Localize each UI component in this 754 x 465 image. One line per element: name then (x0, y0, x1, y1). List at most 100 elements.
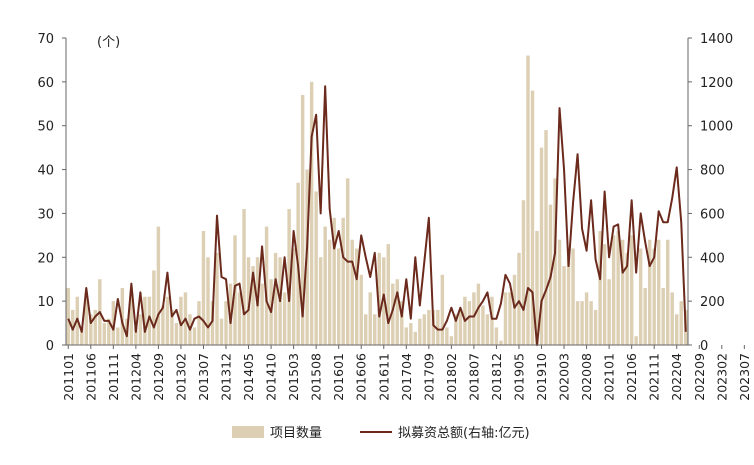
bar (652, 248, 656, 345)
bar (490, 296, 494, 345)
bar (314, 191, 318, 345)
bar (237, 292, 242, 345)
bar (499, 340, 503, 345)
bar (607, 279, 611, 345)
x-tick-label: 201106 (83, 353, 98, 401)
line-series-fundraising (67, 85, 687, 346)
right-tick-label: 200 (700, 295, 725, 310)
bar (625, 252, 629, 345)
right-y-axis: 0 200 400 600 800 1000 1200 1400 (687, 32, 733, 354)
bar (287, 209, 291, 345)
x-tick-label: 202003 (557, 353, 572, 401)
bar (445, 327, 449, 345)
bar (395, 279, 399, 345)
bar (454, 314, 458, 345)
bar (458, 309, 463, 345)
right-tick-label: 600 (700, 207, 725, 222)
bar (251, 266, 255, 345)
bar (368, 292, 372, 345)
x-tick-label: 201405 (241, 353, 256, 401)
bar (179, 296, 183, 345)
bar (336, 248, 341, 345)
bar (503, 292, 508, 345)
bar (634, 336, 638, 345)
bar (84, 292, 88, 345)
bar (323, 226, 327, 345)
x-tick-label: 202204 (669, 353, 684, 401)
x-tick-label: 201606 (354, 353, 369, 401)
x-tick-label: 201611 (376, 353, 391, 401)
bar-series-project-count (66, 55, 688, 346)
bar (485, 314, 490, 345)
x-tick-label: 201704 (399, 353, 414, 401)
x-tick-label: 201807 (466, 353, 481, 401)
bar (616, 230, 620, 345)
bar (318, 257, 323, 345)
bar (93, 309, 98, 345)
bar (260, 283, 264, 345)
right-tick-label: 0 (700, 339, 708, 354)
bar (373, 314, 377, 345)
bar (66, 287, 70, 345)
bar (224, 301, 228, 345)
bar (291, 248, 296, 345)
bar (666, 239, 670, 345)
bar (409, 323, 413, 345)
bar (431, 309, 436, 345)
bar (355, 248, 359, 345)
right-tick-label: 1400 (700, 32, 733, 47)
bar (404, 327, 409, 345)
bar (494, 327, 499, 345)
bar (120, 287, 125, 345)
bar (530, 90, 535, 345)
bar (589, 301, 593, 345)
bar (273, 252, 278, 345)
legend-line-label: 拟募资总额(右轴:亿元) (398, 426, 530, 441)
bar (593, 309, 598, 345)
bar (598, 230, 602, 345)
bar (174, 323, 179, 345)
left-axis-unit-label: (个) (97, 35, 120, 50)
legend-bar-swatch (232, 426, 264, 438)
bar (575, 301, 580, 345)
bar (521, 200, 526, 345)
x-axis: 201101 201106 201111 201204 201209 201302 2013… (61, 344, 752, 401)
bar (147, 296, 152, 345)
bar (161, 305, 165, 345)
bar (643, 287, 647, 345)
bar (206, 257, 210, 345)
bar (134, 327, 138, 345)
x-tick-label: 201209 (151, 353, 166, 401)
bar (517, 252, 521, 345)
left-tick-label: 20 (37, 251, 54, 266)
bar (300, 95, 305, 345)
bar (165, 296, 170, 345)
bar (282, 292, 287, 345)
bar (611, 235, 616, 345)
left-tick-label: 60 (37, 76, 54, 91)
bar (242, 209, 246, 345)
bar (246, 257, 251, 345)
bar (508, 292, 512, 345)
bar (580, 301, 584, 345)
right-tick-label: 1000 (700, 120, 733, 135)
bar (89, 314, 93, 345)
legend: 项目数量 拟募资总额(右轴:亿元) (232, 426, 530, 441)
bar (638, 248, 643, 345)
x-tick-label: 201302 (173, 353, 188, 401)
bar (129, 292, 134, 345)
bar (553, 178, 557, 345)
x-tick-label: 202008 (579, 353, 594, 401)
x-tick-label: 201503 (286, 353, 301, 401)
bar (679, 301, 683, 345)
x-tick-label: 202111 (647, 353, 662, 401)
bar (143, 296, 147, 345)
x-tick-label: 201812 (489, 353, 504, 401)
bar (413, 331, 418, 345)
bar (418, 318, 422, 345)
bar (197, 301, 201, 345)
bar (332, 217, 336, 345)
bar (472, 292, 476, 345)
